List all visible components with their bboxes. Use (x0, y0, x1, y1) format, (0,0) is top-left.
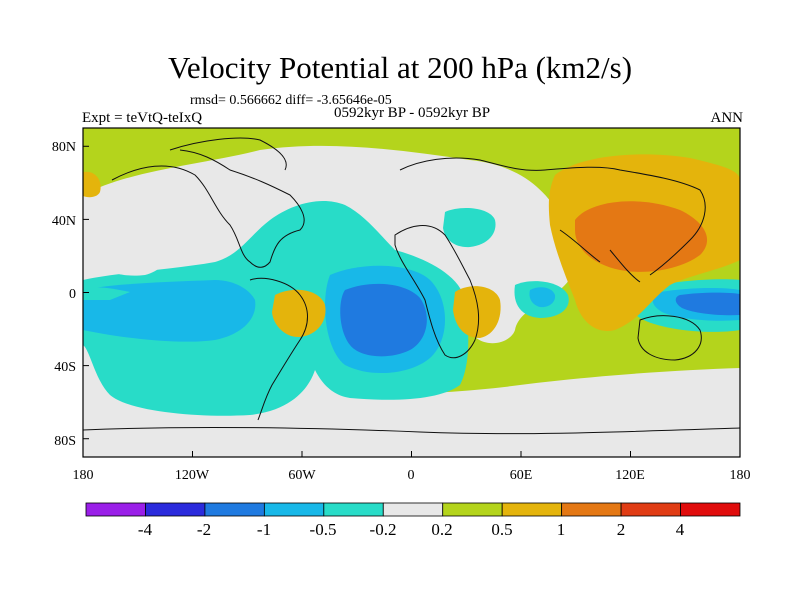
lon-label: 60E (509, 468, 533, 483)
colorbar-swatch (204, 502, 265, 517)
colorbar-swatch (620, 502, 681, 517)
colorbar-level-label: -4 (137, 520, 153, 539)
colorbar-level-label: -0.2 (369, 520, 397, 539)
colorbar-level-label: 0.2 (431, 520, 453, 539)
colorbar-level-label: -1 (256, 520, 272, 539)
contour-fill-positive-asia-inner (575, 201, 708, 272)
lon-label: 0 (407, 468, 415, 483)
colorbar-level-label: 1 (556, 520, 566, 539)
colorbar-swatch (263, 502, 325, 517)
contour-fill-negative-east-pacific-core (675, 292, 740, 316)
plot-title: Velocity Potential at 200 hPa (km2/s) (167, 50, 633, 85)
colorbar-level-label: 2 (616, 520, 626, 539)
colorbar-level-label: -2 (196, 520, 212, 539)
lat-label: 0 (69, 287, 76, 302)
experiment-label: Expt = teVtQ-teIxQ (82, 110, 203, 126)
colorbar-swatch (442, 502, 503, 517)
contour-fill-negative-cell-1 (443, 208, 496, 248)
coastlines (83, 137, 740, 435)
lon-label: 120E (615, 468, 645, 483)
colorbar-swatch (561, 502, 622, 517)
colorbar-level-label: 0.5 (491, 520, 513, 539)
contour-fill-positive-africa (453, 286, 501, 338)
lat-label: 40S (54, 360, 76, 375)
colorbar-swatch (145, 502, 206, 517)
colorbar-swatch (501, 502, 563, 517)
lon-label: 120W (174, 468, 210, 483)
axis-ticks (82, 145, 741, 457)
rmsd-diff-stats: rmsd= 0.566662 diff= -3.65646e-05 (190, 93, 392, 108)
contour-fill-positive-south-america (272, 289, 326, 338)
colorbar-swatch (382, 502, 444, 517)
map-panel (83, 128, 740, 457)
contour-fill-positive-pacific-west (83, 171, 101, 198)
lat-label: 80N (51, 140, 76, 155)
contour-fill-negative-north-pacific-cell (95, 237, 167, 276)
lon-label: 180 (729, 468, 751, 483)
contour-fill-negative-atlantic-inner (83, 280, 256, 342)
season-label: ANN (710, 110, 744, 126)
lon-label: 180 (72, 468, 94, 483)
colorbar-level-label: 4 (675, 520, 685, 539)
period-label: 0592kyr BP - 0592kyr BP (333, 105, 491, 121)
lon-label: 60W (288, 468, 316, 483)
contour-fill-negative-cell-2-inner (529, 287, 556, 308)
lat-label: 40N (51, 214, 76, 229)
contour-fill-negative-west-pacific (83, 287, 130, 300)
colorbar-swatch (85, 502, 146, 517)
contour-fill-negative-atlantic-center (340, 283, 427, 357)
colorbar-swatch (680, 502, 741, 517)
colorbar-level-label: -0.5 (309, 520, 337, 539)
colorbar-swatch (323, 502, 384, 517)
lat-label: 80S (54, 434, 76, 449)
